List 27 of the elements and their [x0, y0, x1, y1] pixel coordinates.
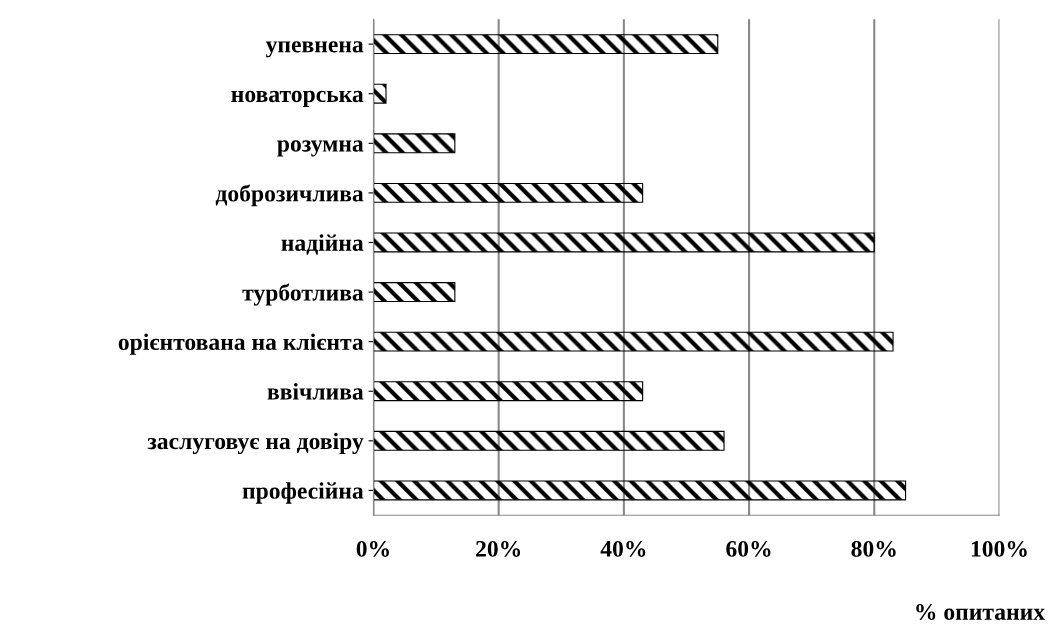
y-tick-label: надійна — [281, 234, 364, 255]
bar — [373, 430, 725, 451]
bar — [373, 182, 644, 203]
bar — [373, 34, 719, 55]
y-tick-label: ввічлива — [267, 383, 364, 400]
x-axis-title: % опитаних — [916, 603, 1045, 620]
y-tick-label: орієнтована на клієнта — [118, 333, 364, 355]
x-tick-label: 100% — [971, 540, 1027, 557]
x-tick-label: 80% — [851, 540, 896, 557]
x-tick-label: 60% — [726, 540, 771, 557]
x-tick-label: 0% — [356, 540, 389, 557]
x-tick-label: 20% — [476, 540, 521, 557]
y-tick-label: новаторська — [231, 90, 364, 107]
bar — [373, 381, 644, 402]
bar — [373, 331, 894, 352]
y-tick-label: заслуговує на довіру — [147, 432, 364, 455]
y-tick-label: розумна — [277, 140, 364, 157]
bar — [373, 133, 456, 154]
y-tick-label: турботлива — [242, 283, 364, 306]
x-tick-label: 40% — [600, 540, 646, 557]
bar — [373, 232, 875, 253]
y-tick-label: професійна — [242, 482, 364, 504]
y-tick-label: доброзичлива — [215, 184, 364, 207]
bar — [373, 83, 387, 104]
bar — [373, 282, 456, 303]
y-tick-label: упевнена — [265, 41, 364, 58]
bar — [373, 480, 907, 501]
